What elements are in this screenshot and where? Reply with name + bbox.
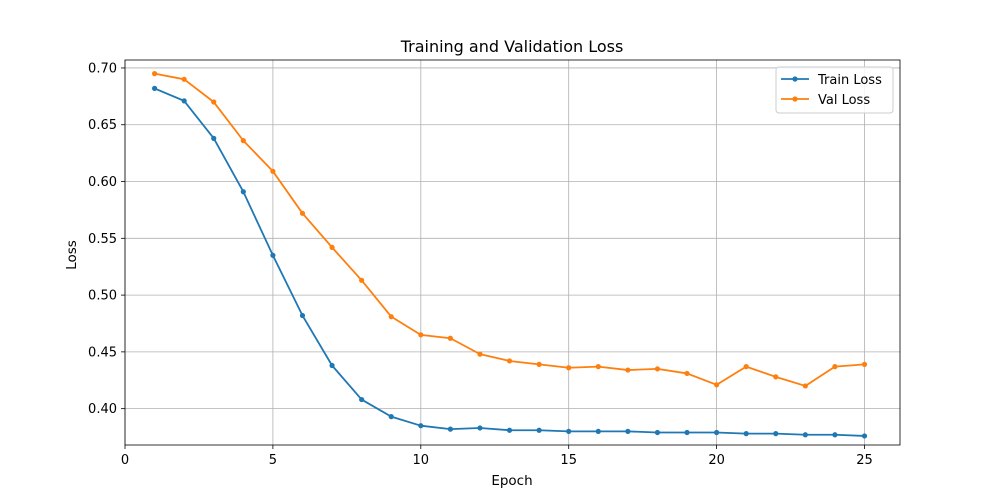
y-tick-label: 0.60 <box>88 175 117 190</box>
data-point-val-loss <box>477 351 483 357</box>
data-point-val-loss <box>536 361 542 367</box>
data-point-val-loss <box>299 210 306 216</box>
data-point-train-loss <box>418 423 424 429</box>
data-point-train-loss <box>625 428 631 434</box>
legend-val-loss-marker <box>792 96 798 102</box>
data-point-val-loss <box>802 383 808 389</box>
plot-area-frame <box>124 59 901 446</box>
data-point-val-loss <box>329 244 335 250</box>
data-point-train-loss <box>595 428 601 434</box>
data-point-val-loss <box>418 332 424 338</box>
legend-train-loss-marker <box>792 76 798 82</box>
chart-title: Training and Validation Loss <box>400 37 624 56</box>
data-point-train-loss <box>654 429 661 436</box>
data-point-val-loss <box>506 358 513 364</box>
data-point-train-loss <box>536 427 542 433</box>
data-point-val-loss <box>595 364 601 370</box>
y-tick-label: 0.50 <box>88 289 117 304</box>
data-point-train-loss <box>447 426 453 432</box>
data-point-train-loss <box>684 429 690 436</box>
data-point-val-loss <box>625 367 631 373</box>
x-tick-label: 25 <box>856 453 873 468</box>
x-tick-label: 15 <box>560 453 577 468</box>
x-tick-label: 10 <box>413 453 430 468</box>
x-axis-label: Epoch <box>491 473 532 489</box>
x-tick-label: 20 <box>708 453 725 468</box>
data-point-val-loss <box>743 364 749 370</box>
data-point-val-loss <box>654 366 661 372</box>
data-point-train-loss <box>270 252 276 258</box>
data-point-val-loss <box>181 76 187 82</box>
data-point-val-loss <box>270 168 276 174</box>
y-tick-label: 0.70 <box>88 61 117 76</box>
x-axis-ticks: 0 5 10 15 20 25 <box>121 445 873 468</box>
y-tick-label: 0.55 <box>88 232 117 247</box>
data-point-val-loss <box>211 99 217 105</box>
data-point-train-loss <box>299 312 306 319</box>
data-point-train-loss <box>388 414 394 420</box>
data-point-train-loss <box>329 362 335 369</box>
data-point-train-loss <box>240 189 246 195</box>
data-point-train-loss <box>359 396 365 403</box>
legend-train-loss-label: Train Loss <box>817 73 882 88</box>
data-point-val-loss <box>240 138 246 144</box>
data-point-train-loss <box>181 98 187 104</box>
data-point-train-loss <box>743 431 749 437</box>
legend: Train Loss Val Loss <box>775 66 894 114</box>
data-point-val-loss <box>447 335 453 341</box>
data-point-train-loss <box>506 427 513 433</box>
data-point-train-loss <box>477 425 483 431</box>
data-point-train-loss <box>861 433 868 439</box>
y-tick-label: 0.45 <box>88 345 117 360</box>
data-point-val-loss <box>773 374 779 380</box>
y-axis-label: Loss <box>64 240 80 270</box>
data-point-train-loss <box>151 85 158 91</box>
data-point-val-loss <box>684 370 690 377</box>
data-point-val-loss <box>861 361 868 367</box>
data-point-train-loss <box>773 431 779 437</box>
data-point-train-loss <box>832 432 838 438</box>
data-point-val-loss <box>566 365 572 371</box>
x-tick-label: 5 <box>269 453 277 468</box>
series-layer <box>151 71 868 439</box>
y-tick-label: 0.65 <box>88 118 117 133</box>
y-axis-ticks: 0.40 0.45 0.50 0.55 0.60 0.65 0.70 <box>88 61 125 417</box>
x-tick-label: 0 <box>121 453 129 468</box>
legend-val-loss-label: Val Loss <box>818 93 870 108</box>
data-point-train-loss <box>566 428 572 434</box>
grid-lines <box>124 60 900 445</box>
data-point-val-loss <box>151 71 158 77</box>
data-point-train-loss <box>802 432 808 438</box>
data-point-val-loss <box>359 277 365 283</box>
data-point-train-loss <box>211 135 217 141</box>
y-tick-label: 0.40 <box>88 402 117 417</box>
data-point-train-loss <box>714 429 720 436</box>
data-point-val-loss <box>714 382 720 388</box>
data-point-val-loss <box>388 314 394 320</box>
data-point-val-loss <box>832 364 838 370</box>
